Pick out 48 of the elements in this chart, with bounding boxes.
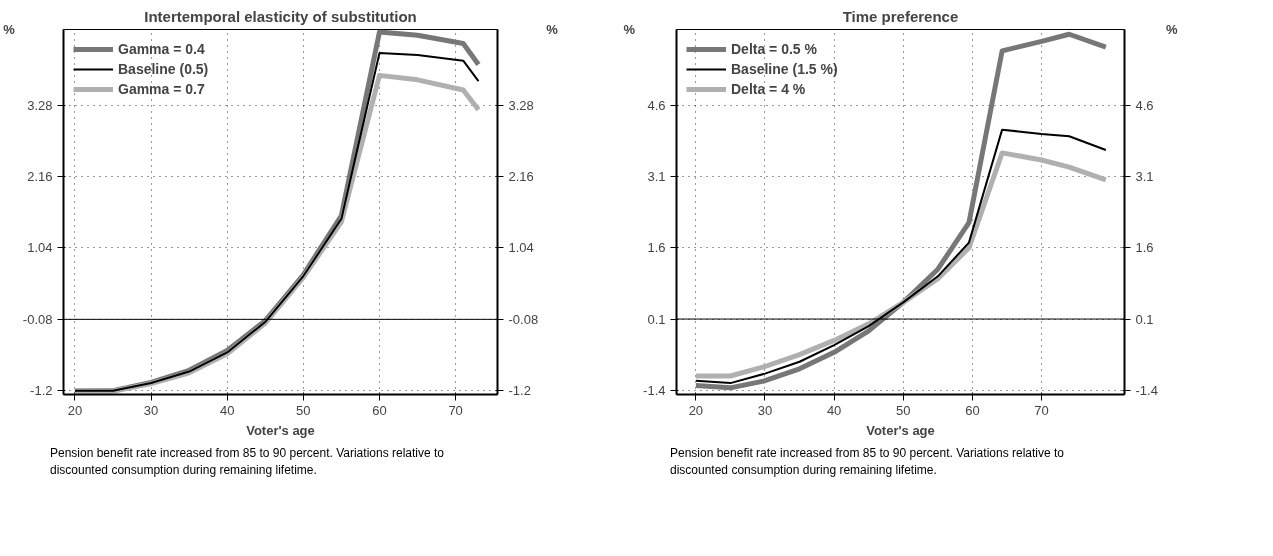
y-axis-title: %	[3, 22, 16, 37]
x-tick-label: 60	[372, 402, 387, 418]
legend-label: Gamma = 0.4	[118, 41, 205, 57]
y-tick-label: -0.08	[22, 311, 53, 327]
legend-label: Gamma = 0.7	[118, 81, 205, 97]
chart-title: Intertemporal elasticity of substitution	[144, 7, 417, 25]
y2-tick-label: 2.16	[508, 169, 534, 185]
text: Pension benefit rate increased from 85 to 90 percent. Variations relative to discounted consumption during remaining lifetime.	[50, 445, 445, 480]
y2-axis-title: %	[1165, 22, 1178, 37]
legend-label: Baseline (1.5 %)	[731, 61, 838, 77]
y-tick-label: 4.6	[647, 97, 666, 113]
y2-tick-label: 4.6	[1135, 97, 1154, 113]
x-tick-label: 20	[67, 402, 83, 418]
x-tick-label: 30	[143, 402, 159, 418]
y2-tick-label: -1.4	[1135, 382, 1158, 398]
text: Pension benefit rate increased from 85 to 90 percent. Variations relative to discounted consumption during remaining lifetime.	[670, 445, 1065, 480]
y-tick-label: 2.16	[27, 169, 53, 185]
x-tick-label: 40	[219, 402, 235, 418]
x-tick-label: 40	[826, 402, 842, 418]
y-tick-label: 3.28	[27, 97, 53, 113]
x-axis-title: Voter's age	[866, 422, 935, 438]
y2-tick-label: 1.6	[1135, 240, 1154, 256]
y-tick-label: 3.1	[647, 169, 666, 185]
y-tick-label: -1.4	[643, 382, 666, 398]
y-tick-label: -1.2	[30, 383, 53, 399]
legend-label: Delta = 0.5 %	[731, 41, 817, 57]
y2-tick-label: 0.1	[1135, 311, 1154, 327]
legend-label: Baseline (0.5)	[118, 61, 209, 77]
y2-tick-label: 3.1	[1135, 169, 1154, 185]
x-tick-label: 50	[896, 402, 911, 418]
x-tick-label: 70	[1034, 402, 1049, 418]
y2-tick-label: -1.2	[508, 383, 531, 399]
x-axis-title: Voter's age	[246, 422, 315, 438]
chart-title: Time preference	[842, 7, 959, 25]
x-tick-label: 50	[296, 402, 311, 418]
y2-axis-title: %	[546, 22, 559, 37]
x-tick-label: 70	[448, 402, 463, 418]
y2-tick-label: 3.28	[508, 97, 534, 113]
y2-tick-label: -0.08	[508, 311, 539, 327]
x-tick-label: 30	[757, 402, 773, 418]
y-tick-label: 0.1	[647, 311, 666, 327]
x-tick-label: 20	[688, 402, 704, 418]
y-axis-title: %	[623, 22, 636, 37]
legend-label: Delta = 4 %	[731, 81, 806, 97]
y2-tick-label: 1.04	[508, 240, 534, 256]
y-tick-label: 1.04	[27, 240, 53, 256]
x-tick-label: 60	[965, 402, 980, 418]
y-tick-label: 1.6	[647, 240, 666, 256]
